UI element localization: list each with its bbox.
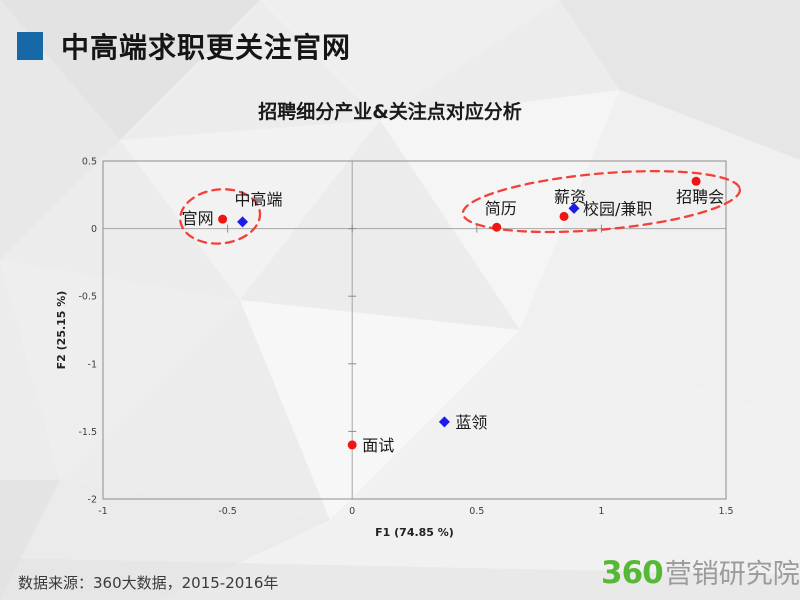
logo-suffix-text: 营销研究院 xyxy=(664,559,800,590)
y-tick-label: 0 xyxy=(91,224,97,235)
scatter-point-circle xyxy=(492,222,502,232)
slide-title: 中高端求职更关注官网 xyxy=(61,31,352,64)
scatter-point-diamond xyxy=(237,216,249,228)
point-label: 官网 xyxy=(182,209,214,228)
scatter-point-diamond xyxy=(568,202,580,214)
point-label: 简历 xyxy=(485,199,517,218)
chart-title: 招聘细分产业&关注点对应分析 xyxy=(258,101,522,123)
cluster-ellipse xyxy=(461,169,742,234)
slide-header: 中高端求职更关注官网 xyxy=(17,26,351,66)
point-label: 校园/兼职 xyxy=(583,199,652,218)
point-label: 蓝领 xyxy=(455,413,487,432)
x-tick-label: 1 xyxy=(598,506,604,517)
scatter-point-circle xyxy=(691,176,701,186)
y-axis-title: F2 (25.15 %) xyxy=(55,291,68,370)
point-label: 中高端 xyxy=(235,190,283,209)
y-tick-label: -1 xyxy=(88,359,97,370)
x-axis-title: F1 (74.85 %) xyxy=(375,526,454,539)
x-tick-label: -0.5 xyxy=(218,506,237,517)
scatter-point-circle xyxy=(218,214,228,224)
point-label: 薪资 xyxy=(554,187,586,206)
y-tick-label: -1.5 xyxy=(78,427,97,438)
point-label: 招聘会 xyxy=(676,187,724,206)
y-tick-label: -0.5 xyxy=(78,292,97,303)
y-tick-label: -2 xyxy=(88,495,97,506)
scatter-point-diamond xyxy=(438,416,450,428)
scatter-point-circle xyxy=(559,211,569,221)
point-label: 面试 xyxy=(362,436,394,455)
scatter-point-circle xyxy=(347,440,357,450)
logo-brand-360: 360 xyxy=(601,555,664,591)
x-tick-label: -1 xyxy=(98,506,107,517)
title-bullet-square xyxy=(17,32,43,60)
y-tick-label: 0.5 xyxy=(82,157,97,168)
x-tick-label: 0.5 xyxy=(469,506,484,517)
x-tick-label: 0 xyxy=(349,506,355,517)
logo-360-marketing-institute: 360 营销研究院 xyxy=(601,558,800,589)
cluster-ellipse xyxy=(179,188,262,245)
plot-frame xyxy=(102,160,727,500)
data-source-note: 数据来源：360大数据，2015-2016年 xyxy=(18,574,279,592)
x-tick-label: 1.5 xyxy=(718,506,733,517)
